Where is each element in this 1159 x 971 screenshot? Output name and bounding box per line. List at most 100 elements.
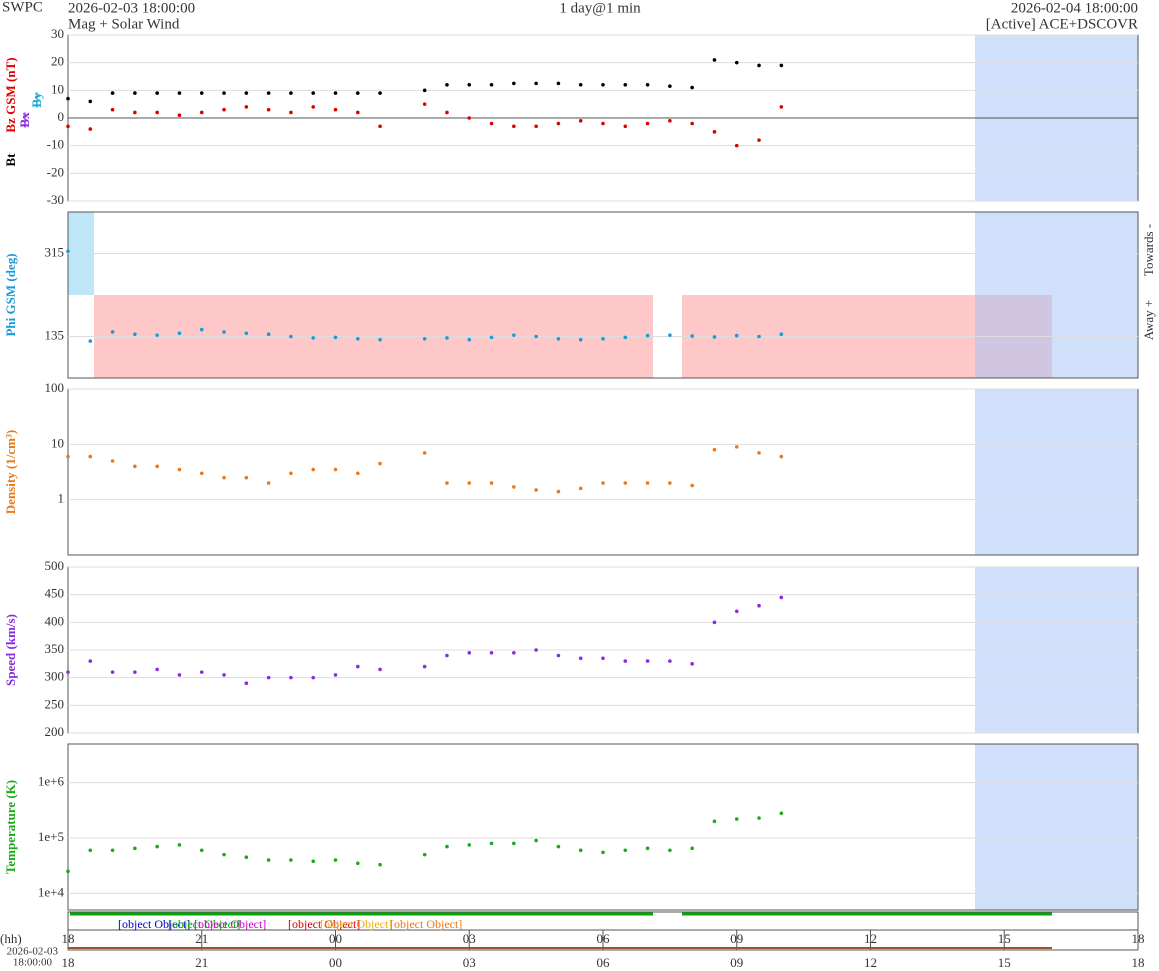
point [779, 595, 784, 600]
y-axis-label: Density (1/cm³) [3, 430, 18, 514]
point [445, 481, 449, 485]
point [556, 489, 561, 494]
point [757, 334, 761, 339]
point [289, 858, 293, 862]
point [311, 859, 316, 864]
point [333, 858, 338, 862]
point [289, 91, 293, 95]
x-tick-label: 00 [329, 955, 342, 970]
point [578, 486, 583, 491]
point [177, 673, 182, 677]
point [422, 451, 427, 455]
point [779, 105, 784, 109]
point [512, 841, 516, 846]
point [534, 124, 538, 129]
point [133, 332, 137, 336]
point [199, 670, 204, 674]
point [601, 121, 605, 126]
point [668, 481, 672, 485]
point [779, 63, 784, 68]
legend-item: [object Object] [118, 917, 190, 931]
point [445, 336, 449, 340]
point [133, 110, 137, 115]
point [422, 852, 427, 857]
point [244, 105, 249, 109]
point [489, 481, 494, 485]
point [645, 333, 650, 338]
series-label: Bt [3, 153, 18, 167]
point [66, 454, 70, 459]
point [199, 110, 204, 115]
point [422, 102, 427, 106]
point [155, 91, 159, 95]
point [734, 333, 739, 338]
point [534, 488, 538, 492]
point [266, 481, 271, 485]
point [467, 650, 472, 655]
legend-item: [object Object] [390, 917, 462, 931]
x-tick-label: 21 [195, 931, 208, 946]
x-tick-label: 15 [998, 955, 1011, 970]
point [355, 861, 360, 866]
point [199, 327, 204, 332]
time: 18:00:00 [13, 957, 53, 969]
y-tick-label: -30 [47, 192, 64, 207]
point [556, 844, 561, 849]
point [378, 461, 382, 466]
point [66, 869, 70, 874]
y-tick-label: 20 [51, 54, 64, 69]
point [757, 138, 761, 142]
hh: (hh) [0, 931, 22, 946]
y-tick-label: -20 [47, 164, 64, 179]
y-axis-label: Temperature (K) [3, 780, 18, 874]
point [578, 118, 583, 123]
point [556, 653, 561, 658]
point [445, 653, 449, 658]
date: 2026-02-03 [7, 946, 59, 958]
x-tick-label: 12 [864, 931, 877, 946]
point [601, 481, 605, 485]
point [534, 838, 538, 843]
point [333, 107, 338, 112]
point [779, 454, 784, 459]
x-tick-label: 18 [62, 955, 75, 970]
point [734, 817, 739, 821]
point [133, 846, 137, 851]
point [199, 848, 204, 853]
point [110, 459, 115, 463]
point [311, 675, 316, 680]
point [378, 124, 382, 129]
point [757, 451, 761, 455]
point [88, 127, 93, 131]
resolution: 1 day@1 min [559, 0, 641, 16]
x-tick-label: 09 [730, 931, 743, 946]
point [88, 339, 93, 343]
x-tick-label: 12 [864, 955, 877, 970]
active-region [975, 744, 1138, 910]
y-tick-label: 135 [45, 327, 65, 342]
point [712, 819, 717, 824]
point [88, 848, 93, 853]
point [244, 91, 249, 95]
point [601, 656, 605, 661]
y-tick-label: 315 [45, 244, 65, 259]
point [199, 91, 204, 95]
y-tick-label: 250 [45, 696, 65, 711]
point [177, 113, 182, 118]
annotation: Towards - [1141, 224, 1156, 276]
point [422, 664, 427, 669]
point [333, 673, 338, 677]
x-tick-label: 00 [329, 931, 342, 946]
point [467, 116, 472, 120]
plot-frame [67, 743, 1139, 911]
point [578, 337, 583, 342]
point [690, 483, 694, 488]
x-tick-label: 21 [195, 955, 208, 970]
point [668, 84, 672, 88]
point [199, 471, 204, 476]
plot-frame [67, 211, 1139, 379]
point [266, 332, 271, 336]
y-tick-label: 350 [45, 641, 65, 656]
point [757, 63, 761, 68]
